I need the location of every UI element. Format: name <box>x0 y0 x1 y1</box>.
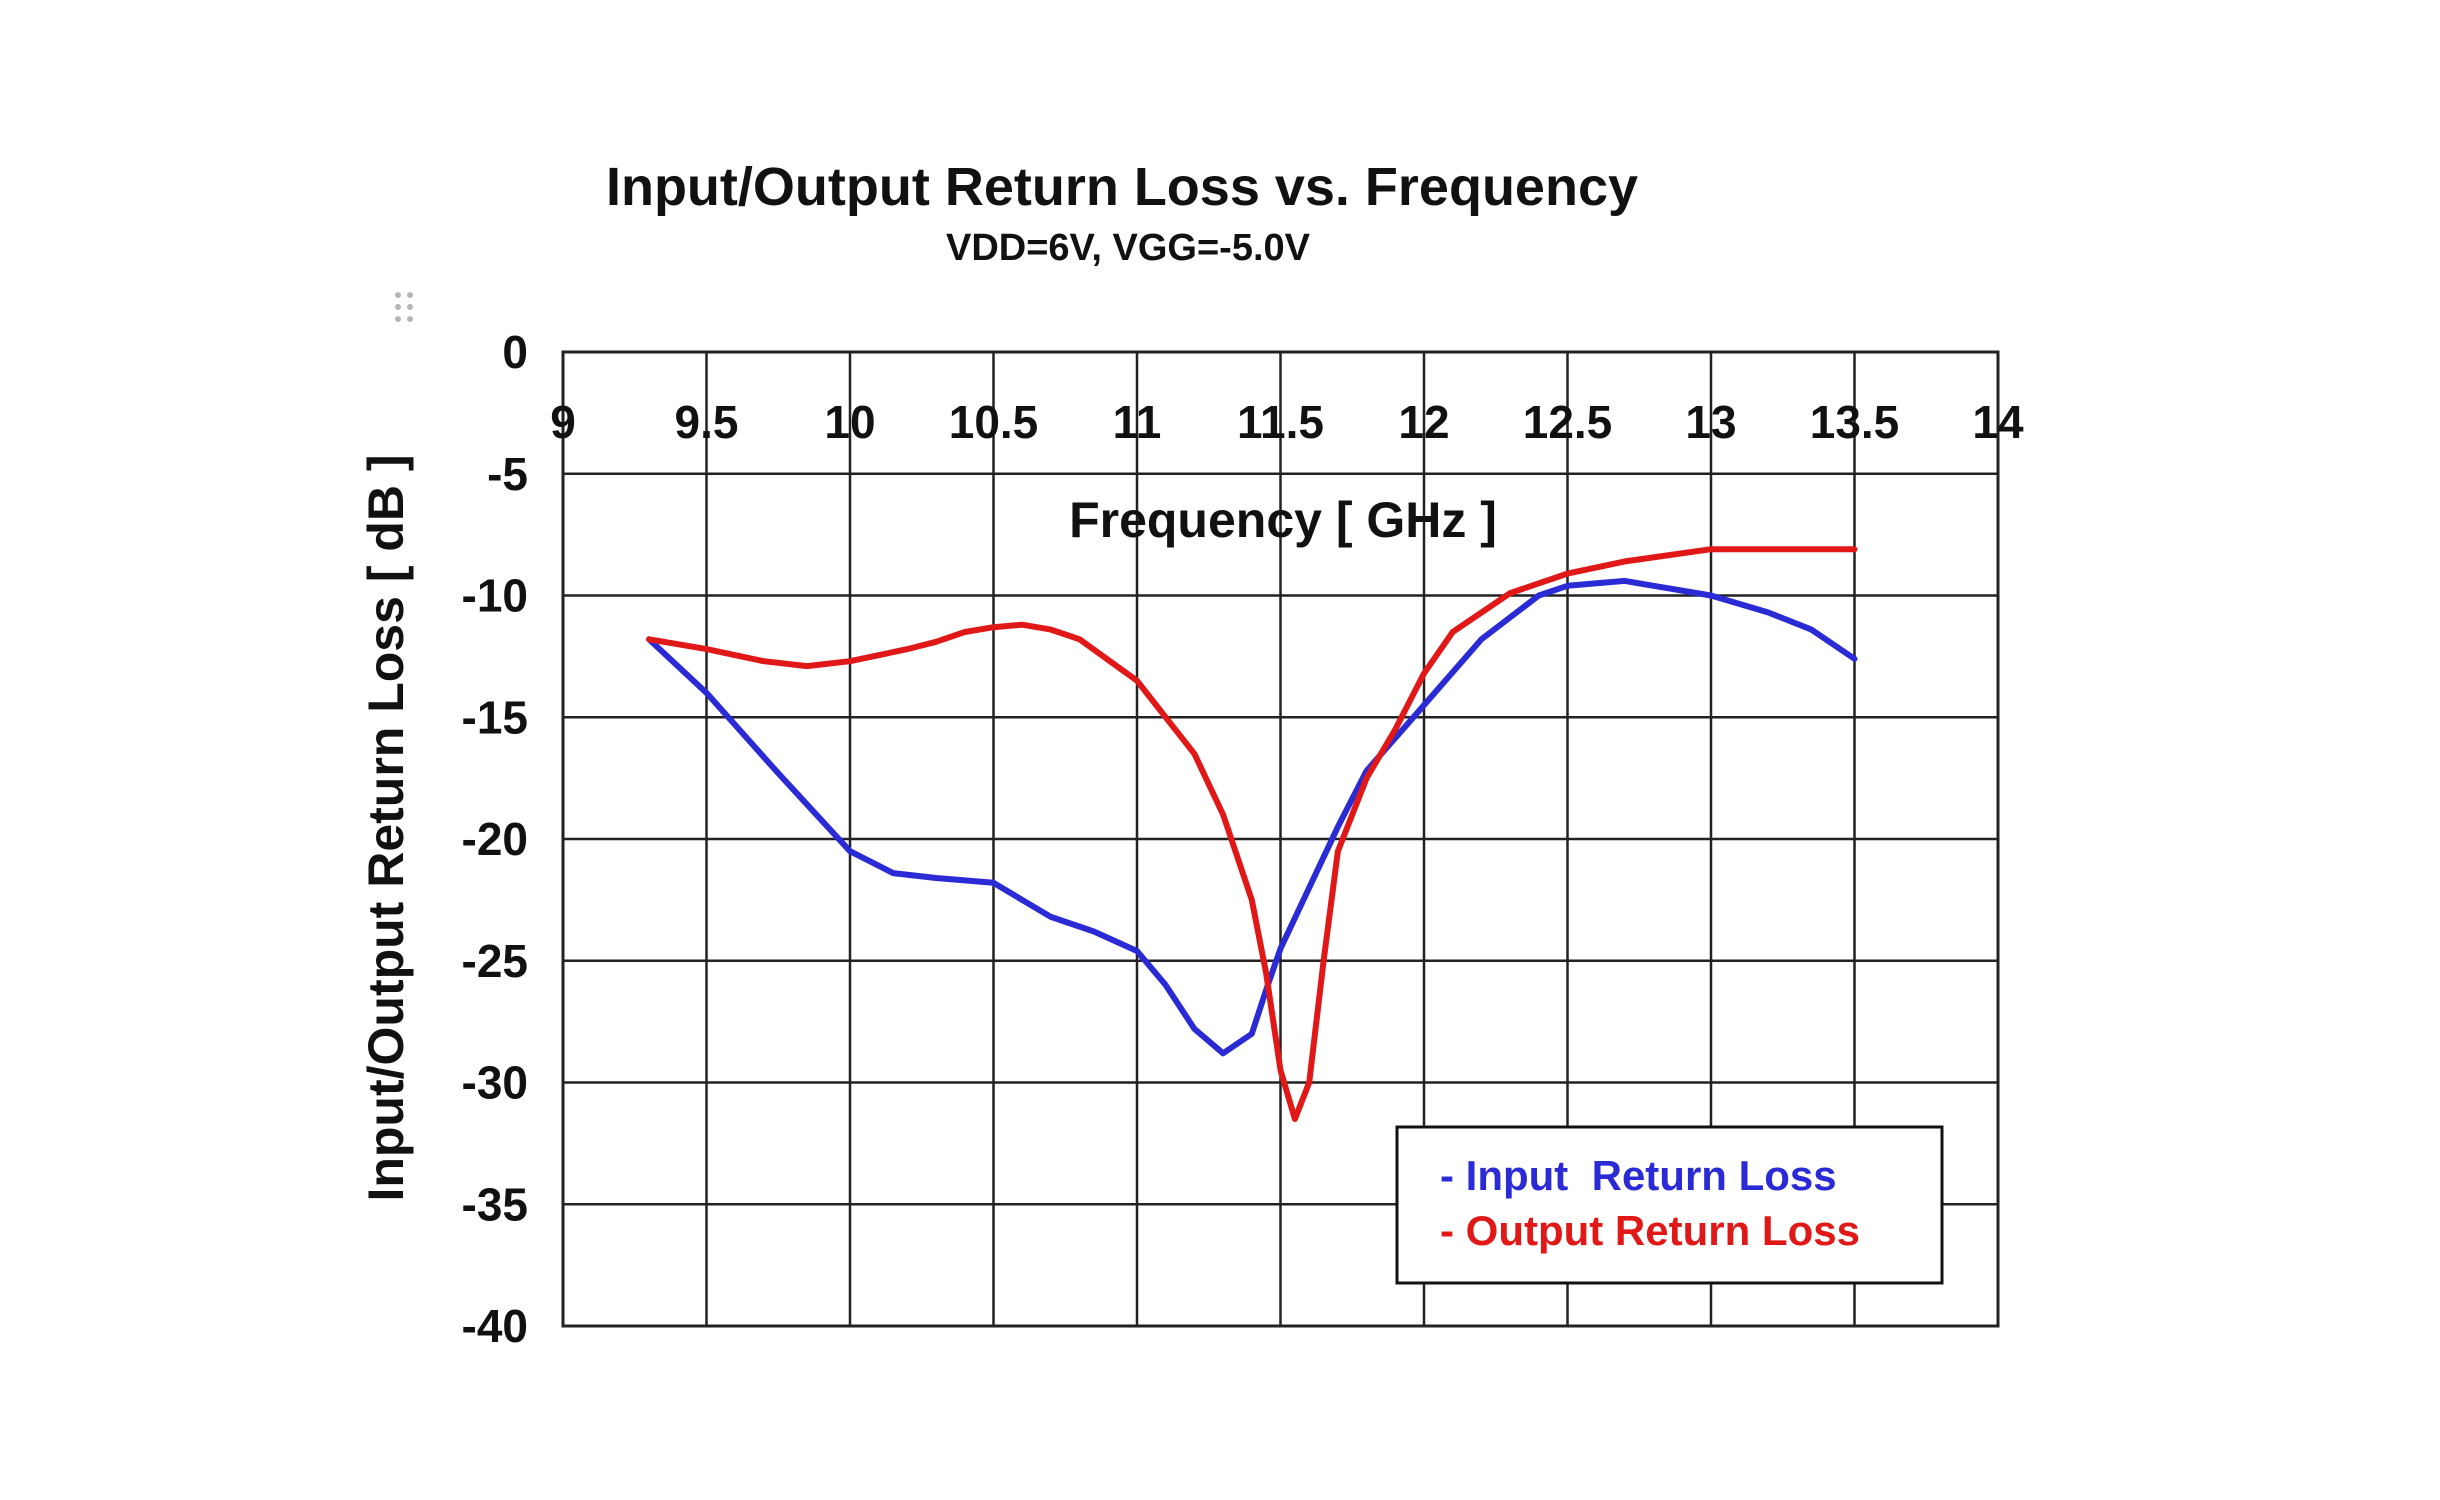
series-line-output <box>646 546 1858 1122</box>
x-tick-label: 10.5 <box>949 396 1039 448</box>
x-tick-label: 9.5 <box>675 396 739 448</box>
legend-entry-input: - Input Return Loss <box>1440 1152 1837 1199</box>
drag-handle-icon <box>395 292 413 322</box>
y-tick-label: 0 <box>502 326 528 378</box>
x-tick-label: 10 <box>824 396 875 448</box>
series <box>646 546 1858 1122</box>
x-tick-label: 14 <box>1972 396 2024 448</box>
chart-title: Input/Output Return Loss vs. Frequency <box>606 157 1638 217</box>
x-tick-labels: 9 9.5 10 10.5 11 11.5 12 12.5 13 13.5 14 <box>550 396 2024 448</box>
y-tick-label: -20 <box>462 813 528 865</box>
x-tick-label: 12 <box>1398 396 1449 448</box>
plot-frame <box>561 350 2000 1328</box>
legend-entry-output: - Output Return Loss <box>1440 1207 1860 1254</box>
y-axis-label: Input/Output Return Loss [ dB ] <box>358 454 414 1201</box>
y-tick-label: -25 <box>462 935 528 987</box>
y-tick-label: -15 <box>462 691 528 743</box>
x-tick-label: 11 <box>1113 396 1162 448</box>
x-tick-label: 13 <box>1685 396 1736 448</box>
x-tick-label: 11.5 <box>1237 396 1324 448</box>
y-tick-labels: 0 -5 -10 -15 -20 -25 -30 -35 -40 <box>462 326 528 1352</box>
legend-box <box>1395 1125 1944 1285</box>
legend: - Input Return Loss - Output Return Loss <box>1395 1125 1944 1285</box>
x-axis-label: Frequency [ GHz ] <box>1069 492 1497 548</box>
y-tick-label: -40 <box>462 1300 528 1352</box>
chart-subtitle: VDD=6V, VGG=-5.0V <box>946 227 1311 269</box>
x-tick-label: 9 <box>550 396 576 448</box>
x-tick-label: 12.5 <box>1523 396 1613 448</box>
x-tick-label: 13.5 <box>1810 396 1900 448</box>
y-tick-label: -35 <box>462 1178 528 1230</box>
y-tick-label: -5 <box>487 448 528 500</box>
series-line-input <box>646 577 1858 1057</box>
grid <box>561 350 2000 1328</box>
y-tick-label: -30 <box>462 1057 528 1109</box>
y-tick-label: -10 <box>462 570 528 622</box>
